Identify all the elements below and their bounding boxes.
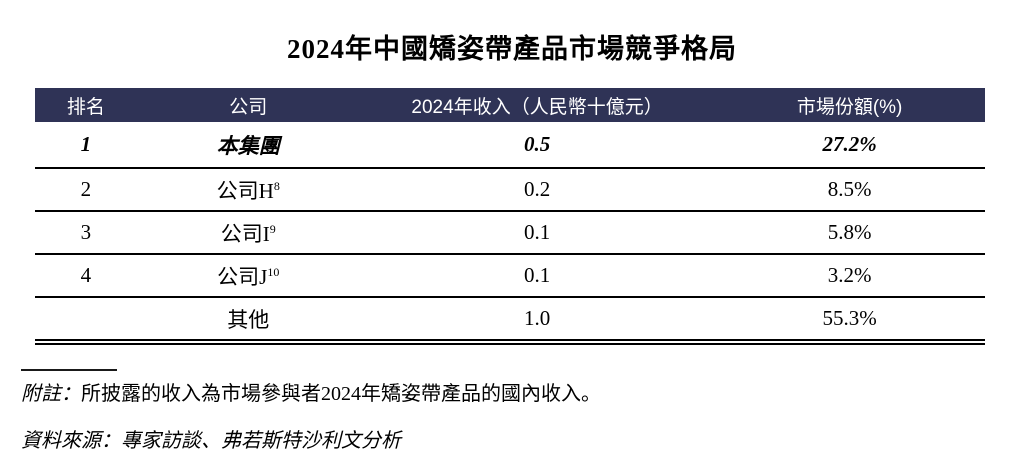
revenue-cell: 1.0 [359,297,715,345]
market-competition-table: 排名 公司 2024年收入（人民幣十億元） 市場份額(%) 1 本集團 0.5 … [35,88,985,345]
company-name: 本集團 [216,133,280,158]
company-cell: 公司I9 [136,211,360,255]
source-line: 資料來源：專家訪談、弗若斯特沙利文分析 [21,430,401,452]
header-revenue: 2024年收入（人民幣十億元） [359,88,715,122]
table-header-row: 排名 公司 2024年收入（人民幣十億元） 市場份額(%) [35,88,985,122]
rank-cell: 2 [35,168,137,212]
footnote-divider [21,369,117,371]
company-cell: 本集團 [136,122,360,169]
revenue-cell: 0.1 [359,254,715,298]
footnote-text: 所披露的收入為市場參與者2024年矯姿帶產品的國內收入。 [81,383,601,405]
footnote-line: 附註：所披露的收入為市場參與者2024年矯姿帶產品的國內收入。 [21,377,601,406]
share-cell: 55.3% [714,297,985,345]
company-name: 其他 [227,307,270,332]
rank-cell: 1 [35,122,137,169]
company-cell: 其他 [136,297,360,345]
company-cell: 公司J10 [136,254,360,298]
company-name: 公司H [216,178,274,203]
table-row-company-i: 3 公司I9 0.1 5.8% [35,211,985,255]
company-name: 公司J [217,264,268,289]
header-rank: 排名 [35,88,137,122]
company-cell: 公司H8 [136,168,360,212]
table-row-group: 1 本集團 0.5 27.2% [35,122,985,169]
revenue-cell: 0.1 [359,211,715,255]
company-name: 公司I [220,221,270,246]
header-market-share: 市場份額(%) [714,88,985,122]
footnote-ref: 9 [269,221,276,236]
header-company: 公司 [136,88,360,122]
rank-cell: 3 [35,211,137,255]
page-title: 2024年中國矯姿帶產品市場競爭格局 [287,34,737,64]
footnote-ref: 10 [267,264,280,279]
table-row-others: 其他 1.0 55.3% [35,297,985,345]
share-cell: 27.2% [714,122,985,169]
rank-cell: 4 [35,254,137,298]
share-cell: 5.8% [714,211,985,255]
rank-cell [35,297,137,345]
footnote-label: 附註： [21,383,81,405]
share-cell: 3.2% [714,254,985,298]
share-cell: 8.5% [714,168,985,212]
revenue-cell: 0.2 [359,168,715,212]
revenue-cell: 0.5 [359,122,715,169]
table-row-company-h: 2 公司H8 0.2 8.5% [35,168,985,212]
table-row-company-j: 4 公司J10 0.1 3.2% [35,254,985,298]
footnote-ref: 8 [273,178,280,193]
